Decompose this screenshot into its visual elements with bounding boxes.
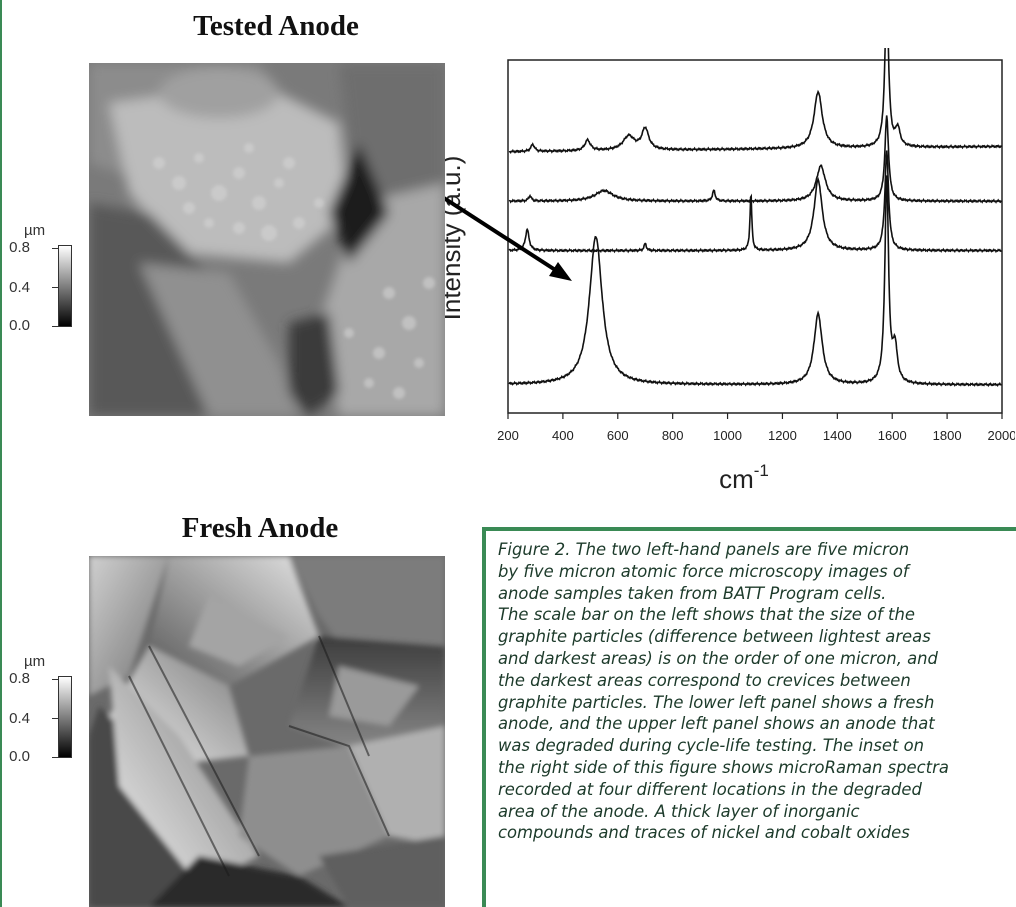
- scale-tick-label: 0.4: [9, 279, 30, 296]
- tested-anode-title: Tested Anode: [193, 10, 359, 42]
- spectrum-line-2: [508, 150, 1003, 254]
- scale-unit-label: µm: [24, 653, 46, 670]
- callout-arrow: [445, 196, 562, 275]
- caption-line: the right side of this figure shows micr…: [498, 757, 949, 777]
- caption-line: graphite particles. The lower left panel…: [498, 692, 935, 712]
- caption-line: and darkest areas) is on the order of on…: [498, 648, 938, 668]
- caption-line: anode samples taken from BATT Program ce…: [498, 583, 887, 603]
- x-tick-label: 1600: [878, 428, 907, 443]
- x-tick-label: 400: [552, 428, 574, 443]
- spectra-series-group: [508, 48, 1003, 388]
- caption-line: compounds and traces of nickel and cobal…: [498, 823, 910, 843]
- y-axis-label: Intensity (a.u.): [445, 156, 466, 321]
- scale-tick-label: 0.8: [9, 239, 30, 256]
- scale-tick-label: 0.4: [9, 710, 30, 727]
- x-tick-label: 600: [607, 428, 629, 443]
- x-axis-ticks: 200 400 600 800 1000 1200 1400 1600 1800 2000: [497, 413, 1015, 443]
- plot-frame: [507, 59, 1003, 414]
- raman-spectra-chart: 200 400 600 800 1000 1200 1400 1600 1800 2000 Int…: [445, 48, 1015, 494]
- caption-line: by five micron atomic force microscopy i…: [498, 561, 909, 581]
- scale-tick-label: 0.0: [9, 748, 30, 765]
- spectrum-line-3: [508, 115, 1003, 204]
- caption-line: recorded at four different locations in …: [498, 779, 922, 799]
- caption-line: Figure 2. The two left-hand panels are f…: [498, 540, 910, 559]
- spectrum-line-1: [508, 175, 1002, 388]
- figure-caption: Figure 2. The two left-hand panels are f…: [498, 539, 1013, 844]
- spectrum-line-4: [508, 48, 1003, 155]
- scale-tick-label: 0.0: [9, 317, 30, 334]
- grayscale-colorbar: [58, 676, 72, 758]
- caption-line: area of the anode. A thick layer of inor…: [498, 801, 860, 821]
- x-axis-label: cm-1: [719, 461, 769, 494]
- fresh-anode-title: Fresh Anode: [181, 512, 339, 544]
- caption-line: The scale bar on the left shows that the…: [498, 605, 915, 625]
- caption-line: graphite particles (difference between l…: [498, 627, 931, 647]
- x-tick-label: 1400: [823, 428, 852, 443]
- caption-line: anode, and the upper left panel shows an…: [498, 714, 935, 734]
- tested-scale-bar: µm 0.8 0.4 0.0: [0, 222, 80, 342]
- x-tick-label: 1000: [713, 428, 742, 443]
- left-border-rule: [0, 0, 2, 907]
- x-tick-label: 1200: [768, 428, 797, 443]
- scale-unit-label: µm: [24, 222, 46, 239]
- tested-anode-afm-image: [89, 63, 445, 416]
- x-tick-label: 800: [662, 428, 684, 443]
- grayscale-colorbar: [58, 245, 72, 327]
- x-tick-label: 1800: [933, 428, 962, 443]
- x-tick-label: 2000: [988, 428, 1015, 443]
- caption-line: was degraded during cycle-life testing. …: [498, 736, 925, 756]
- figure-caption-box: Figure 2. The two left-hand panels are f…: [482, 527, 1016, 907]
- fresh-anode-afm-image: [89, 556, 445, 907]
- fresh-scale-bar: µm 0.8 0.4 0.0: [0, 653, 80, 773]
- callout-arrowhead: [549, 262, 572, 281]
- caption-line: the darkest areas correspond to crevices…: [498, 670, 911, 690]
- x-tick-label: 200: [497, 428, 519, 443]
- scale-tick-label: 0.8: [9, 670, 30, 687]
